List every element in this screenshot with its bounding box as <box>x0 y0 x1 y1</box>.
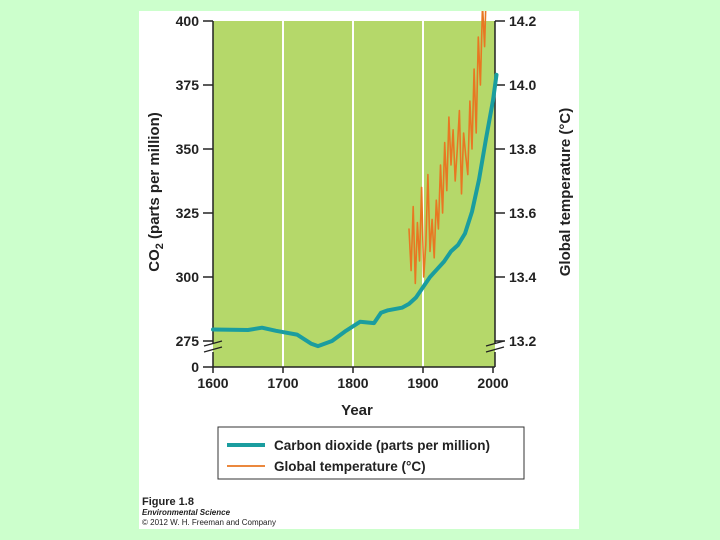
co2-series-line <box>211 72 499 349</box>
x-tick-label-1800: 1800 <box>337 375 368 391</box>
y-left-tick-label-400: 400 <box>176 13 200 29</box>
y-left-axis-break <box>203 340 223 353</box>
y-right-tick-label-14: 14.0 <box>509 77 536 93</box>
x-tick-label-1900: 1900 <box>407 375 438 391</box>
chart-svg: 1600 1700 1800 1900 2000 275 300 325 350 375 400 0 1… <box>142 11 574 527</box>
y-left-tick-label-0: 0 <box>191 359 199 375</box>
y-right-tick-label-13.4: 13.4 <box>509 269 536 285</box>
legend-co2-label: Carbon dioxide (parts per million) <box>274 438 490 453</box>
legend-box <box>217 426 525 480</box>
figure-card: 1600 1700 1800 1900 2000 275 300 325 350 375 400 0 1… <box>139 11 579 529</box>
gridlines <box>282 21 424 367</box>
x-tick-label-2000: 2000 <box>477 375 508 391</box>
y-left-tick-label-325: 325 <box>176 205 200 221</box>
x-tick-label-1600: 1600 <box>197 375 228 391</box>
copyright: © 2012 W. H. Freeman and Company <box>142 518 276 527</box>
series-layer <box>211 11 499 349</box>
y-right-tick-label-13.6: 13.6 <box>509 205 536 221</box>
figure-number: Figure 1.8 <box>142 496 194 508</box>
y-left-tick-label-275: 275 <box>176 333 200 349</box>
book-title: Environmental Science <box>142 508 231 517</box>
tick-labels: 1600 1700 1800 1900 2000 275 300 325 350 375 400 0 1… <box>176 13 537 391</box>
legend-temp-label: Global temperature (°C) <box>274 459 426 474</box>
y-right-tick-label-13.2: 13.2 <box>509 333 536 349</box>
x-axis-title: Year <box>341 402 373 419</box>
y-left-tick-label-350: 350 <box>176 141 200 157</box>
y-right-axis-break <box>485 340 505 353</box>
y-left-tick-label-300: 300 <box>176 269 200 285</box>
temperature-series-line <box>408 11 487 285</box>
y-right-tick-label-14.2: 14.2 <box>509 13 536 29</box>
y-left-tick-label-375: 375 <box>176 77 200 93</box>
y-right-axis-title: Global temperature (°C) <box>557 108 574 277</box>
x-tick-label-1700: 1700 <box>267 375 298 391</box>
y-left-axis-title: CO2 (parts per million) <box>146 112 166 271</box>
y-right-tick-label-13.8: 13.8 <box>509 141 536 157</box>
